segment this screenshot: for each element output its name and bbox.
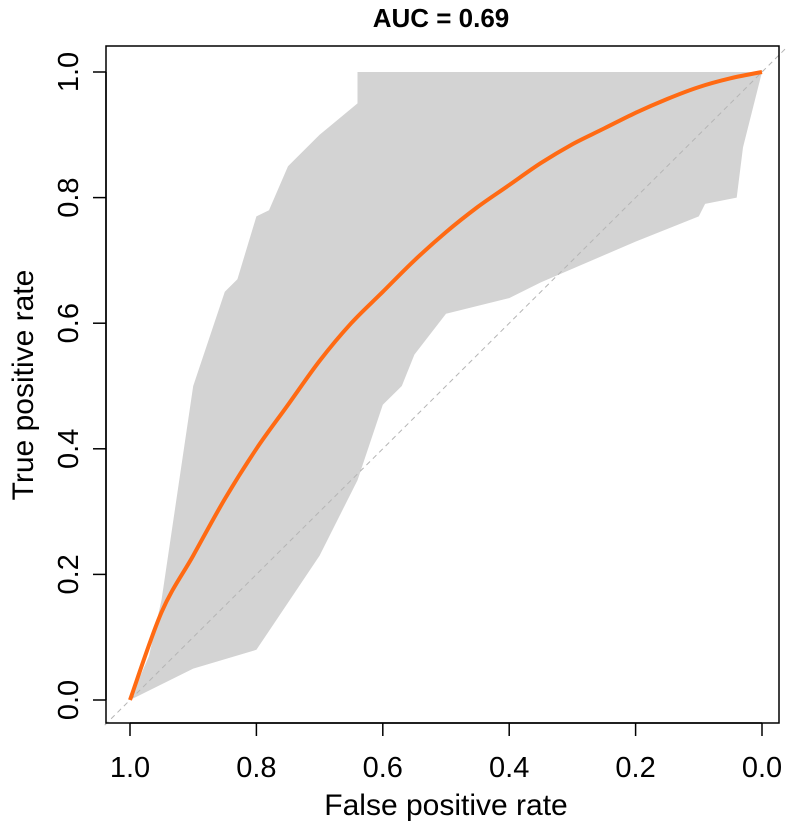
y-tick-label: 0.2: [53, 554, 85, 594]
x-axis: 1.0 0.8 0.6 0.4 0.2 0.0: [110, 722, 782, 784]
y-axis-label: True positive rate: [7, 270, 40, 501]
y-tick-label: 0.4: [53, 429, 85, 469]
x-axis-label: False positive rate: [324, 789, 567, 822]
y-tick-label: 1.0: [53, 52, 85, 92]
y-tick-label: 0.6: [53, 303, 85, 343]
reference-diagonal-line: [104, 46, 787, 726]
x-tick-label: 0.6: [363, 752, 403, 784]
y-axis: 0.0 0.2 0.4 0.6 0.8 1.0: [53, 52, 107, 720]
roc-curve: [128, 70, 763, 701]
y-tick-label: 0.8: [53, 177, 85, 217]
y-tick-label: 0.0: [53, 680, 85, 720]
x-tick-label: 0.8: [236, 752, 276, 784]
chart-title: AUC = 0.69: [373, 3, 510, 33]
x-tick-label: 0.2: [615, 752, 655, 784]
plot-area: [104, 45, 787, 726]
x-tick-label: 0.4: [489, 752, 529, 784]
x-tick-label: 1.0: [110, 752, 150, 784]
x-tick-label: 0.0: [742, 752, 782, 784]
